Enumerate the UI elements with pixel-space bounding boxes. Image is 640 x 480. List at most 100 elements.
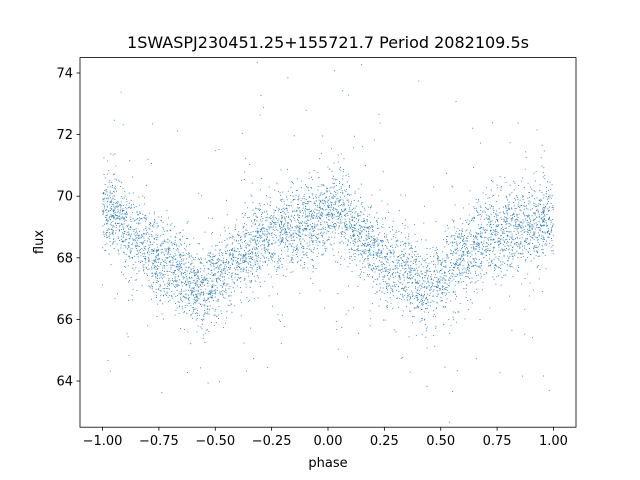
data-point [446, 236, 447, 237]
data-point [405, 265, 406, 266]
data-point [215, 263, 216, 264]
data-point [272, 260, 273, 261]
data-point [501, 217, 502, 218]
data-point [130, 236, 131, 237]
data-point [250, 238, 251, 239]
data-point [113, 174, 114, 175]
data-point [442, 273, 443, 274]
data-point [366, 240, 367, 241]
data-point [150, 244, 151, 245]
data-point [118, 211, 119, 212]
data-point [381, 226, 382, 227]
data-point [507, 213, 508, 214]
data-point [425, 298, 426, 299]
data-point [225, 298, 226, 299]
data-point [412, 322, 413, 323]
data-point [493, 206, 494, 207]
data-point [227, 239, 228, 240]
data-point [292, 259, 293, 260]
data-point [119, 213, 120, 214]
data-point [475, 271, 476, 272]
data-point [479, 267, 480, 268]
data-point [497, 226, 498, 227]
data-point [473, 241, 474, 242]
data-point [115, 233, 116, 234]
data-point [446, 302, 447, 303]
data-point [296, 249, 297, 250]
data-point [300, 212, 301, 213]
data-point [183, 259, 184, 260]
data-point [158, 226, 159, 227]
data-point [107, 230, 108, 231]
data-point [517, 246, 518, 247]
data-point [279, 259, 280, 260]
data-point [135, 232, 136, 233]
data-point [189, 297, 190, 298]
data-point [299, 215, 300, 216]
data-point [329, 205, 330, 206]
data-point [503, 219, 504, 220]
data-point [130, 219, 131, 220]
data-point [343, 200, 344, 201]
data-point [155, 273, 156, 274]
data-point [344, 259, 345, 260]
data-point [392, 289, 393, 290]
data-point [474, 259, 475, 260]
data-point [489, 250, 490, 251]
data-point [509, 252, 510, 253]
data-point [409, 248, 410, 249]
data-point [250, 282, 251, 283]
data-point [311, 240, 312, 241]
data-point [260, 286, 261, 287]
data-point [179, 246, 180, 247]
data-point [529, 230, 530, 231]
data-point [323, 203, 324, 204]
data-point [537, 267, 538, 268]
data-point [447, 284, 448, 285]
data-point [307, 201, 308, 202]
data-point [142, 196, 143, 197]
data-point [412, 292, 413, 293]
data-point [457, 274, 458, 275]
data-point [461, 233, 462, 234]
data-point [175, 237, 176, 238]
data-point [156, 234, 157, 235]
data-point [146, 185, 147, 186]
data-point [522, 237, 523, 238]
data-point [478, 199, 479, 200]
data-point [103, 204, 104, 205]
data-point [267, 217, 268, 218]
data-point [250, 262, 251, 263]
data-point [226, 317, 227, 318]
data-point [279, 236, 280, 237]
data-point [532, 215, 533, 216]
data-point [521, 222, 522, 223]
data-point [195, 285, 196, 286]
data-point [371, 247, 372, 248]
data-point [553, 224, 554, 225]
data-point [274, 223, 275, 224]
data-point [339, 169, 340, 170]
data-point [121, 224, 122, 225]
data-point [226, 245, 227, 246]
data-point [320, 209, 321, 210]
data-point [473, 247, 474, 248]
data-point [362, 202, 363, 203]
data-point [398, 275, 399, 276]
data-point [430, 271, 431, 272]
data-point [110, 201, 111, 202]
data-point [543, 236, 544, 237]
data-point [425, 240, 426, 241]
data-point [397, 240, 398, 241]
data-point [518, 226, 519, 227]
data-point [192, 307, 193, 308]
data-point [414, 316, 415, 317]
data-point [244, 261, 245, 262]
data-point [287, 232, 288, 233]
data-point [128, 229, 129, 230]
data-point [419, 302, 420, 303]
data-point [165, 294, 166, 295]
data-point [290, 225, 291, 226]
data-point [322, 213, 323, 214]
data-point [363, 240, 364, 241]
